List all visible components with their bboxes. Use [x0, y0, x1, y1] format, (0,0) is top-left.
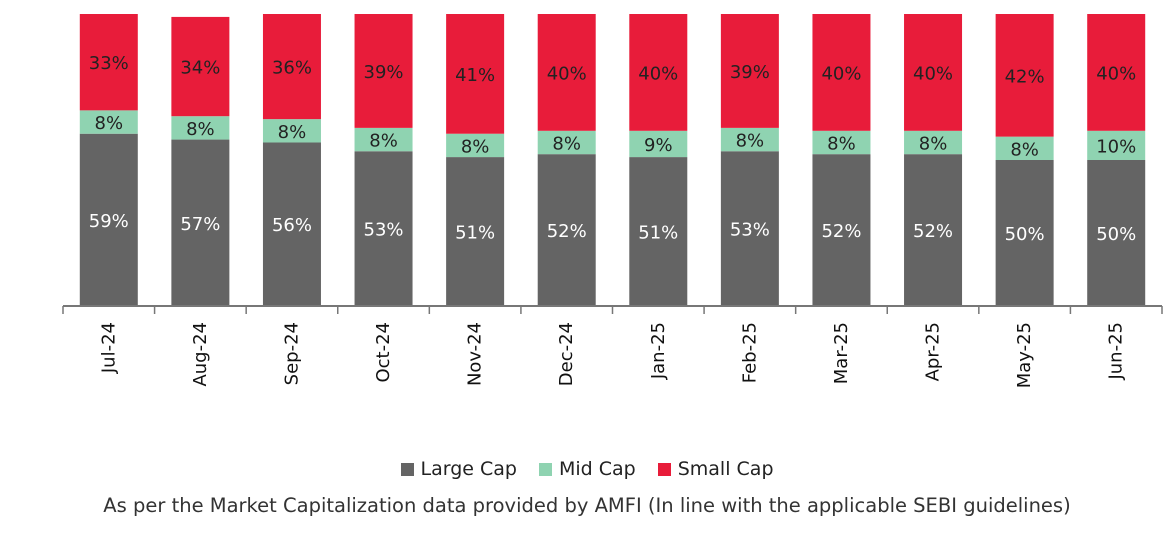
bar-segment-mid-cap-aug-24	[171, 116, 230, 140]
bar-segment-small-cap-sep-24	[262, 14, 321, 120]
data-label-mid-cap-apr-25: 8%	[919, 133, 948, 154]
data-label-mid-cap-aug-24: 8%	[186, 119, 215, 140]
x-tick-label-nov-24: Nov-24	[465, 322, 486, 386]
data-label-small-cap-oct-24: 39%	[364, 62, 404, 83]
data-label-mid-cap-jan-25: 9%	[644, 135, 673, 156]
bar-segment-mid-cap-mar-25	[812, 130, 871, 155]
bar-segment-mid-cap-nov-24	[446, 133, 505, 158]
bar-segment-mid-cap-dec-24	[537, 130, 596, 155]
bar-segment-mid-cap-apr-25	[904, 130, 963, 155]
bar-segment-large-cap-oct-24	[354, 151, 413, 306]
data-label-mid-cap-oct-24: 8%	[369, 131, 398, 152]
footnote: As per the Market Capitalization data pr…	[103, 494, 1071, 517]
x-tick-label-dec-24: Dec-24	[556, 322, 577, 386]
bar-segment-mid-cap-oct-24	[354, 127, 413, 152]
x-tick-label-jul-24: Jul-24	[98, 322, 119, 374]
bar-segment-large-cap-jul-24	[79, 133, 138, 306]
bar-segment-large-cap-apr-25	[904, 154, 963, 306]
data-label-large-cap-oct-24: 53%	[364, 220, 404, 241]
bar-segment-large-cap-may-25	[995, 160, 1054, 306]
legend-swatch-large-cap	[400, 462, 414, 476]
data-label-small-cap-sep-24: 36%	[272, 58, 312, 79]
bar-segment-small-cap-apr-25	[904, 14, 963, 131]
bar-segment-small-cap-dec-24	[537, 14, 596, 131]
legend-item-small-cap: Small Cap	[657, 458, 774, 480]
bar-segment-mid-cap-jan-25	[629, 130, 688, 158]
legend-label-large-cap: Large Cap	[420, 458, 517, 480]
data-label-large-cap-sep-24: 56%	[272, 215, 312, 236]
legend-label-mid-cap: Mid Cap	[558, 458, 636, 480]
data-label-large-cap-jan-25: 51%	[638, 223, 678, 244]
bar-segment-small-cap-aug-24	[171, 16, 230, 117]
x-tick-label-sep-24: Sep-24	[281, 322, 302, 385]
bar-segment-small-cap-jun-25	[1087, 14, 1146, 131]
x-tick-label-aug-24: Aug-24	[190, 322, 211, 387]
bar-segment-mid-cap-may-25	[995, 136, 1054, 160]
data-label-small-cap-jan-25: 40%	[638, 63, 678, 84]
legend: Large Cap Mid Cap Small Cap	[0, 456, 1174, 482]
data-label-large-cap-dec-24: 52%	[547, 221, 587, 242]
x-tick-label-jan-25: Jan-25	[648, 322, 669, 380]
bar-segment-small-cap-feb-25	[720, 14, 779, 128]
bar-segment-mid-cap-feb-25	[720, 127, 779, 152]
bar-segment-large-cap-nov-24	[446, 157, 505, 306]
data-label-small-cap-aug-24: 34%	[180, 58, 220, 79]
data-label-large-cap-nov-24: 51%	[455, 223, 495, 244]
data-label-small-cap-nov-24: 41%	[455, 65, 495, 86]
bar-segment-large-cap-feb-25	[720, 151, 779, 306]
bar-segment-small-cap-mar-25	[812, 14, 871, 131]
data-label-large-cap-mar-25: 52%	[821, 221, 861, 242]
bar-segment-large-cap-dec-24	[537, 154, 596, 306]
stacked-bar-chart: 59% 8% 33% 57% 8% 34% 56% 8% 36% 53% 8% 39% 51% 8% 41%…	[62, 14, 1163, 388]
data-label-large-cap-may-25: 50%	[1005, 224, 1045, 245]
bar-segment-mid-cap-jul-24	[79, 110, 138, 134]
x-tick-label-may-25: May-25	[1014, 322, 1035, 388]
data-label-mid-cap-jun-25: 10%	[1096, 136, 1136, 157]
bar-segment-mid-cap-jun-25	[1087, 130, 1146, 160]
data-label-large-cap-aug-24: 57%	[180, 214, 220, 235]
x-tick-label-oct-24: Oct-24	[373, 322, 394, 383]
bar-segment-large-cap-mar-25	[812, 154, 871, 306]
bar-segment-large-cap-jun-25	[1087, 160, 1146, 306]
data-label-mid-cap-sep-24: 8%	[278, 122, 307, 143]
bar-segment-large-cap-sep-24	[262, 142, 321, 306]
data-label-small-cap-may-25: 42%	[1005, 66, 1045, 87]
data-label-small-cap-jun-25: 40%	[1096, 63, 1136, 84]
data-label-mid-cap-may-25: 8%	[1010, 139, 1039, 160]
data-label-small-cap-mar-25: 40%	[821, 63, 861, 84]
data-label-mid-cap-nov-24: 8%	[461, 136, 490, 157]
data-label-small-cap-jul-24: 33%	[89, 53, 129, 74]
data-label-large-cap-feb-25: 53%	[730, 220, 770, 241]
data-label-large-cap-jun-25: 50%	[1096, 224, 1136, 245]
data-label-large-cap-apr-25: 52%	[913, 221, 953, 242]
bar-segment-mid-cap-sep-24	[262, 119, 321, 143]
bar-segment-small-cap-may-25	[995, 14, 1054, 137]
data-label-mid-cap-feb-25: 8%	[736, 131, 765, 152]
bar-segment-small-cap-jul-24	[79, 14, 138, 111]
data-label-mid-cap-mar-25: 8%	[827, 133, 856, 154]
x-tick-label-feb-25: Feb-25	[739, 322, 760, 383]
bar-segment-large-cap-jan-25	[629, 157, 688, 306]
data-label-small-cap-apr-25: 40%	[913, 63, 953, 84]
data-label-small-cap-feb-25: 39%	[730, 62, 770, 83]
data-label-large-cap-jul-24: 59%	[89, 211, 129, 232]
data-label-mid-cap-jul-24: 8%	[95, 113, 124, 134]
legend-swatch-small-cap	[657, 462, 671, 476]
legend-label-small-cap: Small Cap	[677, 458, 774, 480]
bar-segment-small-cap-jan-25	[629, 14, 688, 131]
legend-item-large-cap: Large Cap	[400, 458, 517, 480]
legend-item-mid-cap: Mid Cap	[538, 458, 636, 480]
x-tick-label-jun-25: Jun-25	[1106, 322, 1127, 381]
x-tick-label-apr-25: Apr-25	[923, 322, 944, 381]
x-tick-label-mar-25: Mar-25	[831, 322, 852, 384]
data-label-mid-cap-dec-24: 8%	[552, 133, 581, 154]
bar-segment-small-cap-nov-24	[446, 14, 505, 134]
data-label-small-cap-dec-24: 40%	[547, 63, 587, 84]
bar-segment-large-cap-aug-24	[171, 139, 230, 306]
legend-swatch-mid-cap	[538, 462, 552, 476]
bar-segment-small-cap-oct-24	[354, 14, 413, 128]
